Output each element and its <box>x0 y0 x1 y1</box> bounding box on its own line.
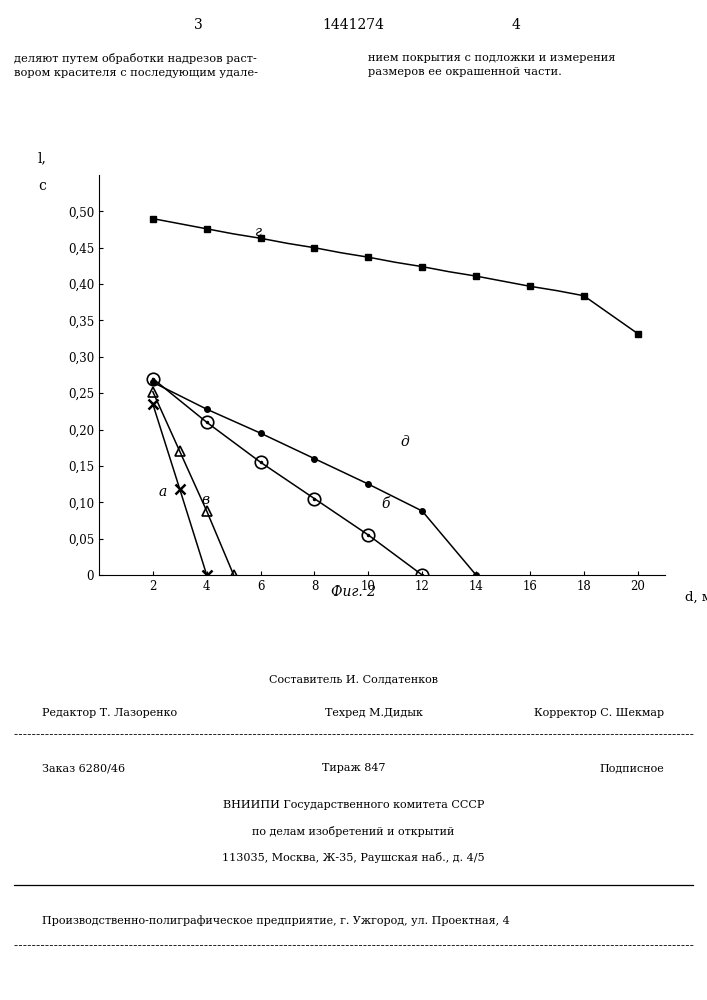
Text: ВНИИПИ Государственного комитета СССР: ВНИИПИ Государственного комитета СССР <box>223 800 484 810</box>
Text: c: c <box>38 179 47 193</box>
Text: а: а <box>158 485 166 499</box>
Text: д: д <box>401 435 409 449</box>
Text: г: г <box>255 225 262 239</box>
Text: нием покрытия с подложки и измерения
размеров ее окрашенной части.: нием покрытия с подложки и измерения раз… <box>368 53 615 77</box>
Text: деляют путем обработки надрезов раст-
вором красителя с последующим удале-: деляют путем обработки надрезов раст- во… <box>14 53 258 78</box>
Text: Корректор С. Шекмар: Корректор С. Шекмар <box>534 708 665 718</box>
Text: 1441274: 1441274 <box>322 18 385 32</box>
Text: Составитель И. Солдатенков: Составитель И. Солдатенков <box>269 674 438 684</box>
Text: Подписное: Подписное <box>600 763 665 773</box>
Text: Производственно-полиграфическое предприятие, г. Ужгород, ул. Проектная, 4: Производственно-полиграфическое предприя… <box>42 915 510 926</box>
Text: в: в <box>201 493 209 507</box>
X-axis label: d, мм: d, мм <box>686 591 707 604</box>
Text: б: б <box>382 497 390 511</box>
Text: 4: 4 <box>512 18 520 32</box>
Text: по делам изобретений и открытий: по делам изобретений и открытий <box>252 826 455 837</box>
Text: 113035, Москва, Ж-35, Раушская наб., д. 4/5: 113035, Москва, Ж-35, Раушская наб., д. … <box>222 852 485 863</box>
Text: Фиг. 2: Фиг. 2 <box>331 585 376 599</box>
Text: 3: 3 <box>194 18 202 32</box>
Text: Заказ 6280/46: Заказ 6280/46 <box>42 763 126 773</box>
Text: l,: l, <box>38 151 47 165</box>
Text: Редактор Т. Лазоренко: Редактор Т. Лазоренко <box>42 708 177 718</box>
Text: Техред М.Дидык: Техред М.Дидык <box>325 708 423 718</box>
Text: Тираж 847: Тираж 847 <box>322 763 385 773</box>
